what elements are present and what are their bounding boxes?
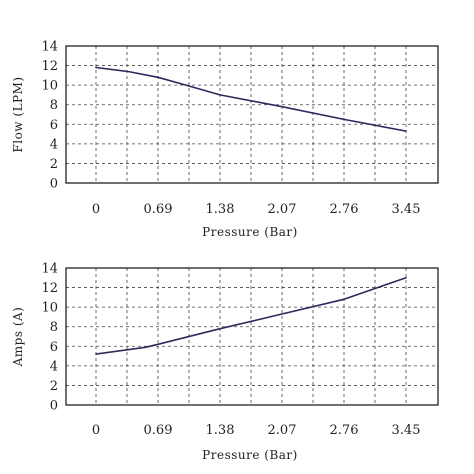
x-tick-label: 0 [92,202,100,217]
y-axis-title: Flow (LPM) [11,76,25,152]
x-axis-title: Pressure (Bar) [202,448,298,462]
y-tick-label: 4 [50,137,58,152]
x-tick-label: 2.07 [268,423,297,438]
y-tick-label: 12 [41,59,58,74]
x-tick-label: 3.45 [392,423,421,438]
y-tick-label: 10 [41,301,58,316]
y-tick-label: 14 [41,40,58,55]
y-tick-label: 0 [50,177,58,192]
x-axis-title: Pressure (Bar) [202,225,298,239]
chart-panel-1: 0 2 4 6 8 10 12 14 0 0.69 1.38 2.07 2.76 3.45 Pressure… [11,40,439,239]
y-axis-title: Amps (A) [11,307,25,368]
y-tick-label: 10 [41,79,58,94]
y-tick-label: 0 [50,399,58,414]
x-tick-label: 2.76 [330,423,359,438]
plot-frame [65,45,439,184]
x-tick-label: 3.45 [392,202,421,217]
y-tick-label: 14 [41,262,58,277]
x-tick-label: 0.69 [144,423,173,438]
chart-panel-2: 0 2 4 6 8 10 12 14 0 0.69 1.38 2.07 2.76 3.45 Pressure… [11,262,439,462]
x-tick-label: 2.76 [330,202,359,217]
y-tick-label: 6 [50,118,58,133]
y-tick-label: 12 [41,281,58,296]
plot-frame [65,267,439,406]
y-tick-label: 6 [50,340,58,355]
y-tick-label: 2 [50,379,58,394]
x-tick-label: 0.69 [144,202,173,217]
x-tick-label: 1.38 [206,423,235,438]
y-tick-label: 8 [50,98,58,113]
x-tick-label: 1.38 [206,202,235,217]
y-tick-label: 4 [50,359,58,374]
y-tick-label: 8 [50,320,58,335]
x-tick-label: 0 [92,423,100,438]
y-tick-label: 2 [50,157,58,172]
series-line [95,66,407,132]
x-tick-label: 2.07 [268,202,297,217]
series-line [95,276,407,355]
